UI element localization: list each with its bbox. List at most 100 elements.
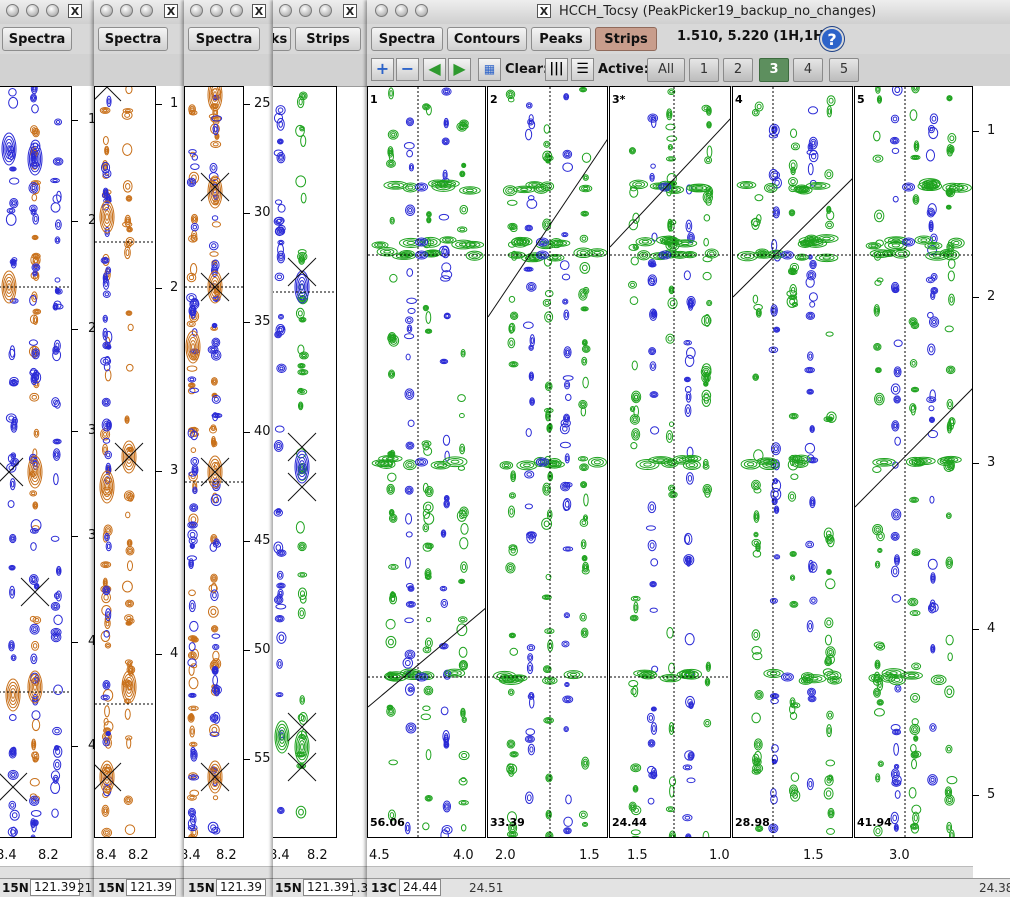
minimize-dot-icon[interactable] — [210, 4, 223, 17]
x-axis: 8.4 8.2 — [0, 838, 94, 868]
spectrum-plot[interactable] — [273, 86, 337, 838]
active-all-button[interactable]: All — [647, 58, 685, 82]
cursor-coordinates: 1.510, 5.220 (1H,1H) — [677, 29, 830, 44]
arrow-left-icon[interactable]: ◀ — [423, 58, 446, 81]
dimension-extra: 21 — [77, 881, 93, 895]
x-tick-label: 8.2 — [307, 848, 328, 863]
strip-1[interactable]: 1 56.06 — [367, 86, 486, 838]
spectrum-plot[interactable] — [0, 86, 72, 838]
x-tick-label: 8.4 — [0, 848, 17, 863]
x-tick-label: 1.5 — [803, 848, 824, 863]
horizontal-scrollbar[interactable] — [0, 866, 94, 879]
scroll-left-value: 24.51 — [469, 881, 504, 895]
contour-layer — [368, 87, 485, 837]
spectra-button[interactable]: Spectra — [371, 27, 443, 51]
add-strip-button[interactable]: + — [371, 58, 394, 81]
zoom-dot-icon[interactable] — [230, 4, 243, 17]
y-axis: 25 30 35 40 45 50 55 — [244, 86, 273, 838]
strip-number: 4 — [735, 93, 743, 106]
active-5-button[interactable]: 5 — [829, 58, 859, 82]
clear-columns-icon[interactable]: ||| — [545, 58, 568, 81]
spectrum-plot[interactable] — [184, 86, 244, 838]
active-1-button[interactable]: 1 — [689, 58, 719, 82]
window-4: X ks Strips 8.4 8.2 15N 121.39 1.3 — [273, 0, 367, 897]
x-axis: 8.4 8.2 — [184, 838, 273, 868]
close-dot-icon[interactable] — [375, 4, 388, 17]
toolbar-secondary — [273, 54, 367, 87]
window-3: X Spectra 25 30 35 40 45 50 55 8.4 8.2 1… — [184, 0, 273, 897]
y-tick-label: 4 — [987, 621, 996, 636]
minimize-dot-icon[interactable] — [26, 4, 39, 17]
horizontal-scrollbar[interactable] — [367, 866, 973, 879]
dimension-value-field[interactable]: 121.39 — [303, 879, 353, 896]
clear-rows-icon[interactable]: ☰ — [571, 58, 594, 81]
x11-icon: X — [68, 4, 82, 18]
peaks-button[interactable]: ks — [273, 27, 291, 51]
y-tick-label: 3 — [88, 423, 94, 438]
toolbar: Spectra — [184, 24, 273, 55]
minimize-dot-icon[interactable] — [120, 4, 133, 17]
spectra-button[interactable]: Spectra — [98, 27, 168, 51]
close-dot-icon[interactable] — [6, 4, 19, 17]
y-tick-label: 4 — [170, 646, 179, 661]
dimension-value-field[interactable]: 121.39 — [30, 879, 80, 896]
strip-toolbar: + − ◀ ▶ ▦ Clear: ||| ☰ Active: All 1 2 3… — [367, 54, 1010, 87]
contour-layer — [610, 87, 730, 837]
zoom-dot-icon[interactable] — [319, 4, 332, 17]
minimize-dot-icon[interactable] — [299, 4, 312, 17]
x-tick-label: 2.0 — [495, 848, 516, 863]
horizontal-scrollbar[interactable] — [184, 866, 273, 879]
help-icon[interactable]: ? — [820, 27, 844, 51]
strip-number: 3* — [612, 93, 626, 106]
close-dot-icon[interactable] — [100, 4, 113, 17]
x-tick-label: 3.0 — [889, 848, 910, 863]
arrow-right-icon[interactable]: ▶ — [448, 58, 471, 81]
dimension-name: 15N — [98, 881, 125, 895]
horizontal-scrollbar[interactable] — [273, 866, 367, 879]
active-2-button[interactable]: 2 — [723, 58, 753, 82]
horizontal-scrollbar[interactable] — [94, 866, 184, 879]
strips-button[interactable]: Strips — [595, 27, 657, 51]
x-tick-label: 1.5 — [579, 848, 600, 863]
x11-icon: X — [343, 4, 357, 18]
y-axis: 1 2 2 3 3 4 4 — [72, 86, 94, 838]
strip-5[interactable]: 5 41.94 — [854, 86, 973, 838]
spectra-button[interactable]: Spectra — [2, 27, 72, 51]
active-3-button[interactable]: 3 — [759, 58, 789, 82]
zoom-dot-icon[interactable] — [415, 4, 428, 17]
peaks-button[interactable]: Peaks — [531, 27, 591, 51]
minimize-dot-icon[interactable] — [395, 4, 408, 17]
close-dot-icon[interactable] — [190, 4, 203, 17]
layout-grid-icon[interactable]: ▦ — [478, 58, 501, 81]
title-bar: X HCCH_Tocsy (PeakPicker19_backup_no_cha… — [367, 0, 1010, 25]
y-tick-label: 45 — [254, 533, 271, 548]
contour-layer — [273, 91, 336, 819]
contour-layer — [185, 87, 243, 837]
contours-button[interactable]: Contours — [447, 27, 527, 51]
dimension-value-field[interactable]: 121.39 — [126, 879, 176, 896]
x-tick-label: 8.4 — [184, 848, 201, 863]
strip-number: 1 — [370, 93, 378, 106]
contour-layer — [0, 87, 71, 837]
scroll-right-value: 24.38 — [979, 881, 1010, 895]
y-tick-label: 2 — [170, 280, 179, 295]
zoom-dot-icon[interactable] — [46, 4, 59, 17]
spectra-button[interactable]: Spectra — [188, 27, 260, 51]
x-tick-label: 8.4 — [96, 848, 117, 863]
dimension-value-field[interactable]: 24.44 — [399, 879, 442, 896]
dimension-value-field[interactable]: 121.39 — [216, 879, 266, 896]
strip-3[interactable]: 3* 24.44 — [609, 86, 731, 838]
zoom-dot-icon[interactable] — [140, 4, 153, 17]
clear-label: Clear: — [505, 62, 549, 77]
strip-2[interactable]: 2 33.39 — [487, 86, 608, 838]
active-4-button[interactable]: 4 — [793, 58, 823, 82]
toolbar: Spectra — [94, 24, 184, 55]
close-dot-icon[interactable] — [279, 4, 292, 17]
remove-strip-button[interactable]: − — [396, 58, 419, 81]
spectrum-plot[interactable] — [94, 86, 156, 838]
toolbar-secondary — [94, 54, 184, 87]
strip-4[interactable]: 4 28.98 — [732, 86, 853, 838]
strips-button[interactable]: Strips — [295, 27, 361, 51]
dimension-name: 13C — [371, 881, 397, 895]
window-2: X Spectra 1 2 3 4 8.4 8.2 15N 121.39 — [94, 0, 184, 897]
